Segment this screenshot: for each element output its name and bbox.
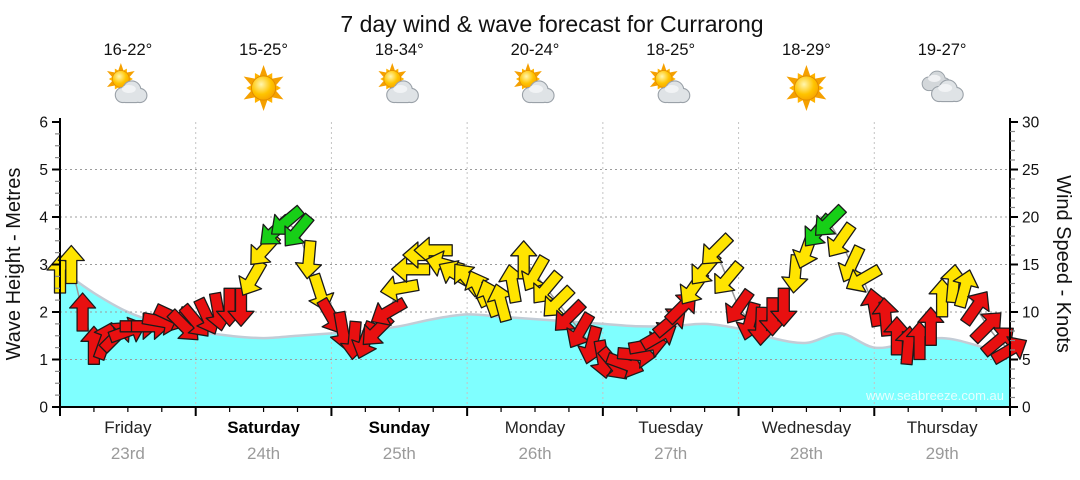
cloud-icon [921,70,964,103]
day-column-footer: Sunday 25th [369,418,431,463]
day-column-header: 15-25° [239,41,288,111]
wind-arrow [68,292,97,332]
wind-arrow [284,212,315,247]
sun-icon [786,65,827,111]
right-tick-label: 0 [1022,400,1031,417]
day-date: 26th [518,444,551,463]
wind-arrow [379,275,420,303]
wind-arrow [960,291,990,327]
left-tick-label: 5 [39,162,48,179]
weather-icon [378,63,419,104]
wind-arrow [554,298,587,331]
wave-layer [59,268,1011,407]
weather-icon [243,65,284,111]
cloud-icon [657,80,691,104]
cloud-icon [931,79,964,103]
sun-icon [786,65,827,111]
day-date: 25th [383,444,416,463]
wind-arrow [701,232,734,265]
left-tick-label: 2 [39,305,48,322]
weather-icon [921,70,964,103]
day-column-header: 16-22° [103,41,152,104]
day-column-header: 19-27° [918,41,967,103]
day-temp-range: 18-25° [646,41,695,59]
right-tick-label: 20 [1022,210,1040,227]
axis-layer: 0 1 2 3 4 5 6 0 5 10 15 20 25 30 [39,115,1039,417]
sun-cloud-icon [107,63,148,104]
left-tick-label: 4 [39,210,48,227]
day-column-footer: Thursday 29th [907,418,978,463]
right-tick-label: 10 [1022,305,1040,322]
weather-icon [649,63,691,104]
wind-arrow [990,336,1028,365]
day-header-layer: 16-22° 15-25° 18-34° 20-24° 18-25° 18-29° 19-2… [103,41,967,111]
day-date: 27th [654,444,687,463]
day-name: Friday [104,418,152,437]
cloud-icon [386,80,419,104]
right-tick-label: 5 [1022,352,1031,369]
right-tick-label: 25 [1022,162,1039,179]
day-column-header: 18-25° [646,41,695,104]
wave-edge-line [59,268,1011,359]
wind-arrow [826,221,857,258]
left-tick-label: 1 [39,352,48,369]
right-axis-title: Wind Speed - Knots [1052,175,1074,353]
day-column-footer: Friday 23rd [104,418,152,463]
day-date: 24th [247,444,280,463]
day-name: Sunday [369,418,431,437]
wind-arrow [714,260,745,295]
day-column-header: 18-34° [375,41,424,104]
sun-cloud-icon [514,63,555,104]
cloud-icon [521,80,555,104]
day-name: Tuesday [638,418,703,437]
watermark: www.seabreeze.com.au [865,388,1004,403]
cloud-icon [921,70,952,92]
day-temp-range: 15-25° [239,41,288,59]
wind-arrow [294,239,323,280]
wind-arrow [814,203,847,236]
day-temp-range: 18-34° [375,41,424,59]
wave-area [60,269,1010,407]
day-date: 28th [790,444,823,463]
day-column-header: 20-24° [511,41,560,104]
cloud-icon [114,80,148,104]
day-name: Wednesday [762,418,852,437]
day-date: 23rd [111,444,145,463]
day-column-header: 18-29° [782,41,831,111]
day-temp-range: 19-27° [918,41,967,59]
day-temp-range: 16-22° [103,41,152,59]
sun-cloud-icon [378,63,419,104]
wind-arrow [370,297,408,326]
day-temp-range: 18-29° [782,41,831,59]
wind-arrow [770,287,798,327]
day-name: Saturday [227,418,300,437]
wind-arrow [543,284,576,317]
day-name: Thursday [907,418,978,437]
wind-arrow [845,263,883,293]
day-column-footer: Wednesday 28th [762,418,852,463]
left-tick-label: 0 [39,400,48,417]
day-column-footer: Saturday 24th [227,418,300,463]
left-tick-label: 6 [39,115,48,132]
wind-layer [46,203,1028,380]
weather-icon [107,63,148,104]
left-tick-label: 3 [39,257,48,274]
weather-icon [514,63,555,104]
day-column-footer: Monday 26th [505,418,566,463]
sun-cloud-icon [649,63,691,104]
sun-icon [243,65,284,111]
day-temp-range: 20-24° [511,41,560,59]
day-column-footer: Tuesday 27th [638,418,703,463]
wind-arrow [952,269,980,309]
right-tick-label: 30 [1022,115,1040,132]
right-tick-label: 15 [1022,257,1039,274]
day-name: Monday [505,418,566,437]
day-footer-layer: Friday 23rd Saturday 24th Sunday 25th Monday 26… [104,418,978,463]
sun-icon [243,65,284,111]
day-date: 29th [926,444,959,463]
left-axis-title: Wave Height - Metres [3,168,25,361]
weather-icon [786,65,827,111]
page-title: 7 day wind & wave forecast for Currarong [340,11,763,37]
